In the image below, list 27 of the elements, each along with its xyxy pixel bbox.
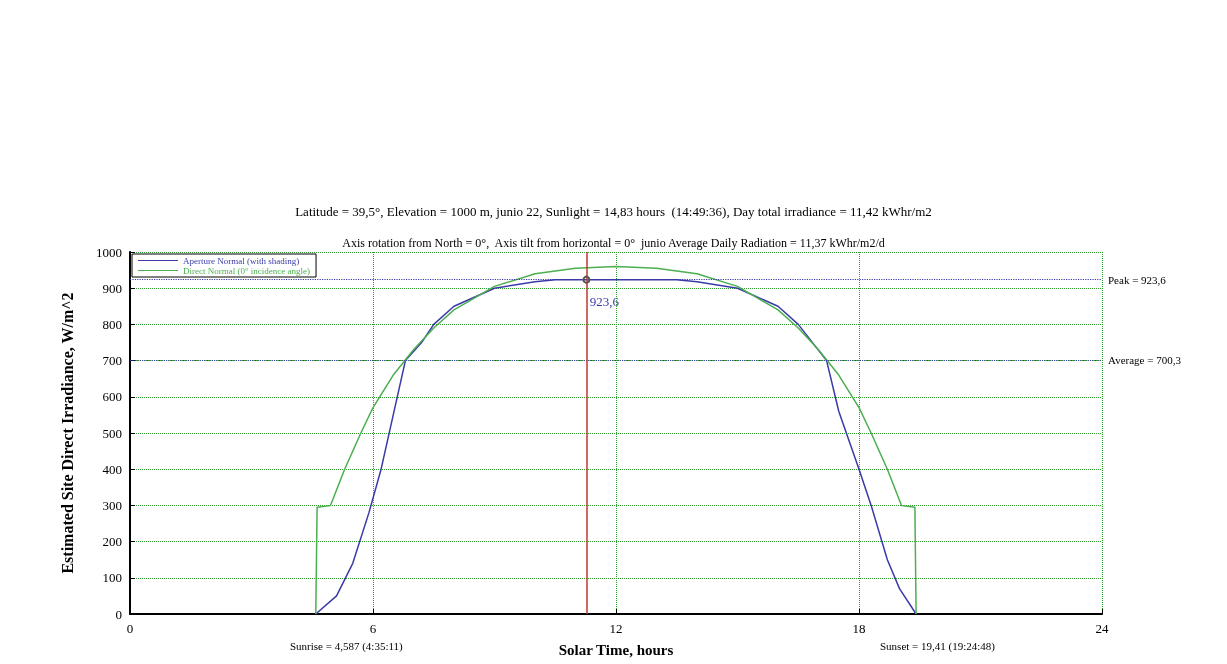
x-tick-label: 12 [609,621,623,636]
y-tick-label: 200 [102,534,122,550]
chart-title: Latitude = 39,5°, Elevation = 1000 m, junio 22, Sunlight = 14,83 hours (14:49:36), Day total irradiance = 11,42 kWhr/m2 [295,204,932,219]
chart-subtitle: Axis rotation from North = 0°, Axis tilt from horizontal = 0° junio Average Daily Radiation = 11,37 kWhr/m2/d [342,236,885,250]
y-tick-label: 0 [115,606,122,622]
y-tick-label: 1000 [96,244,122,260]
text: Sunrise = 4,587 (4:35:11) [290,639,404,653]
x-tick-label: 24 [1095,621,1109,636]
y-tick-label: 700 [102,353,122,369]
y-tick-label: 600 [102,389,122,405]
legend-label: Aperture Normal (with shading) [183,255,300,266]
legend-label: Direct Normal (0° incidence angle) [183,265,311,276]
annotation: 923,6 [589,293,620,309]
text: Sunset = 19,41 (19:24:48) [880,639,996,653]
y-axis-title: Estimated Site Direct Irradiance, W/m^2 [58,292,76,574]
ref-line-label: Peak = 923,6 [1108,273,1167,286]
y-tick-label: 100 [102,570,122,586]
y-tick-label: 300 [102,497,122,513]
ref-line-label: Average = 700,3 [1108,354,1182,367]
y-tick-label: 500 [102,425,122,441]
x-axis-title: Solar Time, hours [558,641,674,658]
y-tick-label: 900 [102,280,122,296]
x-tick-label: 6 [369,621,377,636]
x-tick-label: 18 [852,621,866,636]
y-tick-label: 400 [102,461,122,477]
y-tick-label: 800 [102,316,122,332]
x-tick-label: 0 [126,621,134,636]
